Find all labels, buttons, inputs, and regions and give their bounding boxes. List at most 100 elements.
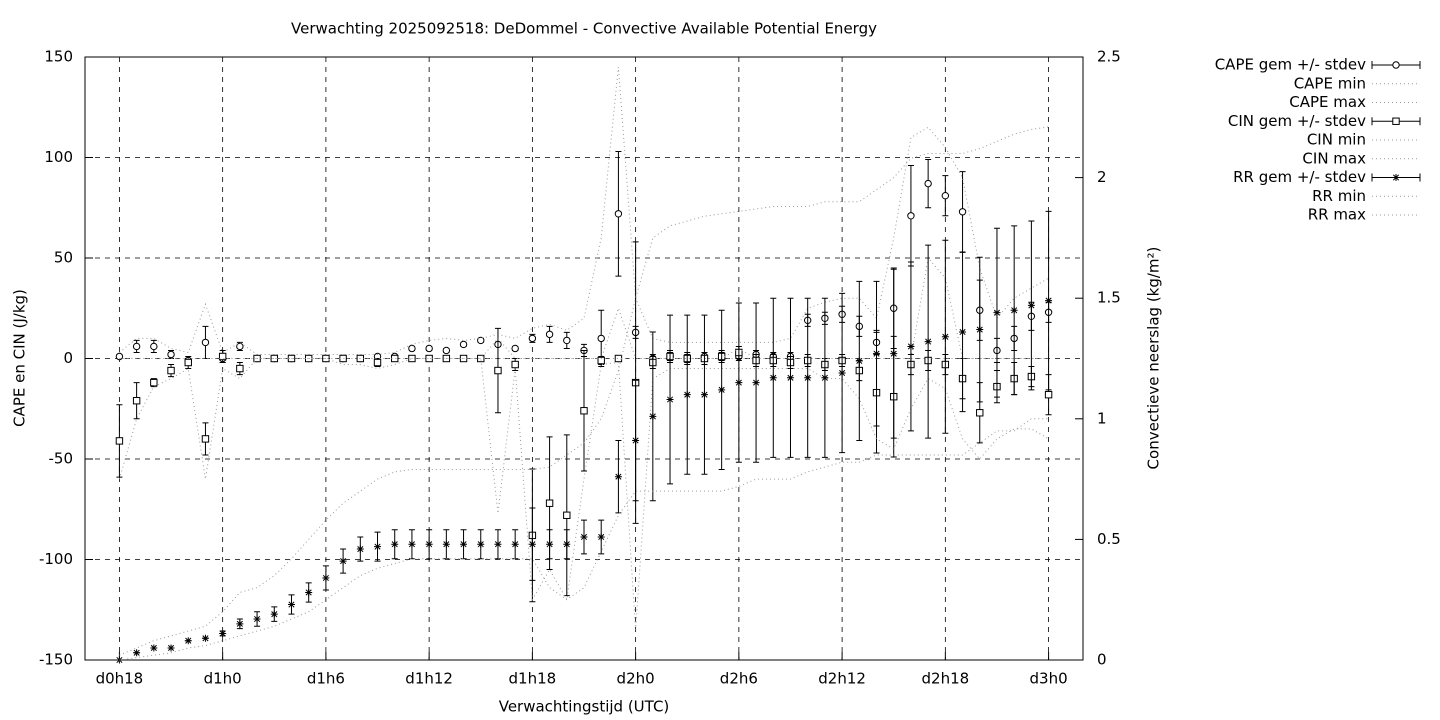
marker [1045,297,1053,305]
series [115,210,1053,664]
marker [563,540,571,548]
marker [1027,301,1035,309]
marker [976,409,984,417]
marker [133,649,141,657]
marker [391,540,399,548]
marker [219,629,227,637]
x-tick-label: d3h0 [1030,670,1068,688]
marker [545,499,554,507]
marker [270,610,278,618]
x-tick-label: d1h6 [307,670,345,688]
legend-label: CAPE min [1294,74,1366,92]
marker [976,326,984,334]
marker [511,344,519,353]
x-tick-label: d2h18 [922,670,970,688]
legend-label: RR min [1312,187,1366,205]
marker [253,615,261,623]
marker [305,588,313,596]
marker [373,358,382,367]
marker [150,644,158,652]
marker [184,358,192,367]
marker [150,378,158,387]
marker [442,346,451,355]
x-tick-label: d1h0 [204,670,242,688]
x-tick-label: d1h12 [405,670,453,688]
marker [546,540,554,548]
x-tick-label: d0h18 [96,670,144,688]
marker [322,354,330,363]
marker [236,364,244,373]
legend-label: RR gem +/- stdev [1233,168,1366,186]
marker [752,379,760,387]
marker [804,374,812,382]
marker [477,336,485,345]
y-tick-label: 50 [54,249,73,267]
marker [907,212,915,220]
marker [167,366,175,375]
marker [838,369,846,377]
marker [769,374,777,382]
legend-label: CAPE max [1289,93,1366,111]
marker [477,354,485,363]
marker [132,397,141,405]
legend-label: CIN min [1307,131,1366,149]
marker [132,342,141,351]
marker [580,533,588,541]
marker [614,473,622,481]
marker [735,379,743,387]
y2-tick-label: 0 [1097,651,1107,669]
marker [941,333,949,341]
marker [322,574,330,582]
marker [873,350,881,358]
marker [408,540,416,548]
marker [339,557,347,565]
marker [236,620,244,628]
y2-tick-label: 1.5 [1097,289,1121,307]
range-line [119,418,1049,661]
marker [150,342,158,351]
marker [442,540,450,548]
marker [580,407,588,415]
x-axis-label: Verwachtingstijd (UTC) [499,698,670,716]
marker [494,540,502,548]
marker [563,336,571,345]
marker [201,338,210,347]
marker [993,309,1001,317]
marker [614,210,623,218]
marker [700,391,708,399]
marker [477,540,485,548]
marker [304,354,313,363]
marker [425,354,433,363]
marker [683,391,691,399]
marker [907,342,915,350]
marker [855,357,863,365]
y2-tick-label: 1 [1097,409,1107,427]
marker [1044,390,1053,399]
marker [941,191,950,200]
y2-tick-label: 2 [1097,168,1107,186]
legend-label: CIN max [1302,149,1366,167]
marker [528,540,536,548]
legend-label: CIN gem +/- stdev [1228,112,1366,130]
marker [649,412,657,420]
y-tick-label: 150 [44,48,73,66]
marker [408,344,416,353]
y-tick-label: -150 [39,651,73,669]
marker [959,328,967,336]
legend-label: RR max [1308,206,1366,224]
marker [958,208,967,216]
marker [545,330,554,339]
marker [614,354,623,363]
y-tick-label: -100 [39,550,73,568]
marker [236,342,244,351]
marker [287,601,295,609]
marker [528,334,537,343]
marker [115,437,124,445]
y-axis-label: CAPE en CIN (J/kg) [11,289,29,427]
x-tick-label: d2h12 [818,670,866,688]
series [119,418,1049,661]
y-tick-label: -50 [49,450,74,468]
marker [890,350,898,358]
marker [374,543,382,551]
